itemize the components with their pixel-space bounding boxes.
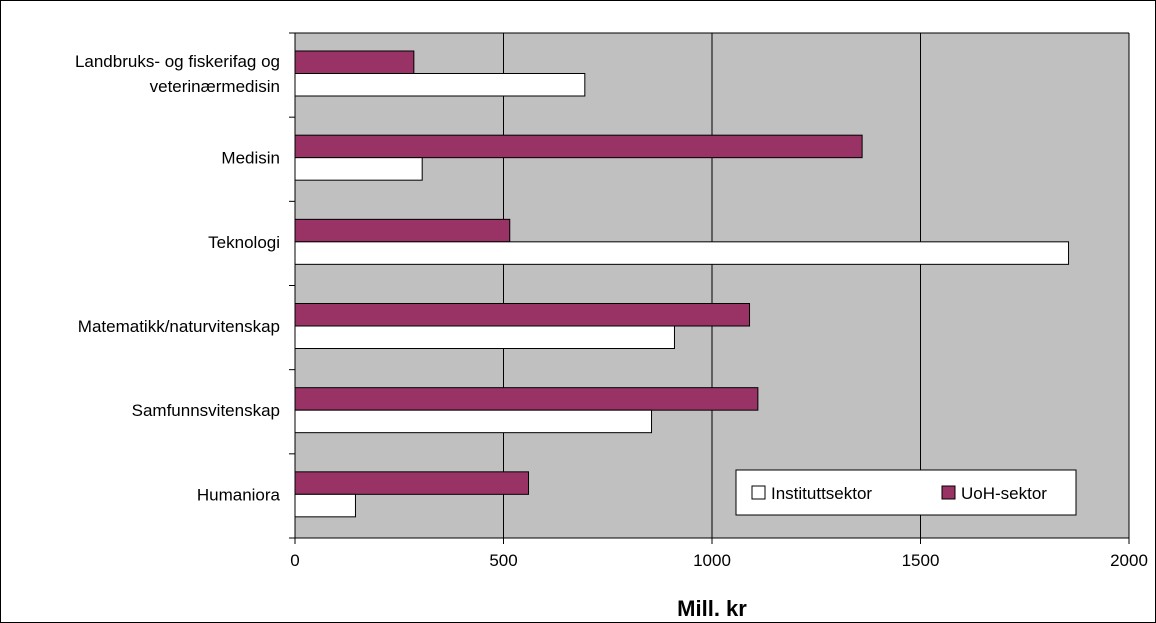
x-tick-label: 0	[290, 551, 299, 570]
bar-instituttsektor-0	[294, 73, 586, 97]
legend: Instituttsektor UoH-sektor	[735, 469, 1077, 516]
bar-uoh-sektor-0	[294, 50, 415, 74]
bar-instituttsektor-2	[294, 241, 1070, 265]
category-label: Matematikk/naturvitenskap	[78, 317, 280, 336]
bar-instituttsektor-4	[294, 409, 653, 434]
x-tick-label: 1000	[693, 551, 731, 570]
bar-instituttsektor-3	[294, 325, 675, 349]
x-tick-label: 500	[489, 551, 517, 570]
bar-instituttsektor-1	[294, 157, 423, 181]
category-label: Teknologi	[208, 233, 280, 252]
bar-uoh-sektor-3	[294, 303, 751, 327]
bar-uoh-sektor-2	[294, 218, 511, 243]
legend-label-uoh-sektor: UoH-sektor	[961, 484, 1047, 503]
bar-uoh-sektor-5	[294, 471, 530, 495]
legend-box	[735, 469, 1077, 516]
category-label: veterinærmedisin	[150, 77, 280, 96]
category-label: Samfunnsvitenskap	[132, 401, 280, 420]
tick-labels: 0 500 1000 1500 2000	[290, 551, 1148, 570]
x-tick-label: 1500	[902, 551, 940, 570]
bar-instituttsektor-5	[294, 493, 356, 518]
bars	[294, 50, 1070, 518]
legend-label-instituttsektor: Instituttsektor	[771, 484, 872, 503]
legend-swatch-instituttsektor	[751, 485, 766, 500]
category-label: Humaniora	[197, 485, 281, 504]
axes	[289, 32, 1130, 544]
bar-uoh-sektor-4	[294, 387, 759, 411]
category-label: Landbruks- og fiskerifag og	[75, 52, 280, 71]
bar-uoh-sektor-1	[294, 134, 863, 159]
x-tick-label: 2000	[1110, 551, 1148, 570]
category-labels: Landbruks- og fiskerifag og veterinærmedi…	[75, 52, 281, 504]
legend-swatch-uoh-sektor	[941, 485, 956, 500]
x-axis-title: Mill. kr	[677, 596, 747, 621]
category-label: Medisin	[221, 149, 280, 168]
